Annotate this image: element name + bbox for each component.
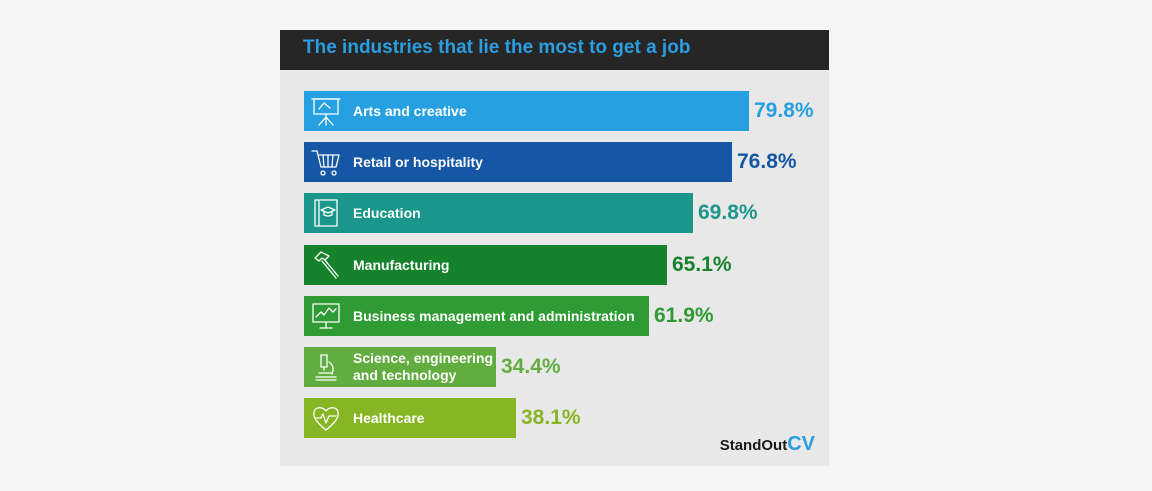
bar-value-label: 34.4% [501,355,561,378]
bar-value-label: 69.8% [698,201,758,224]
bar-label: Arts and creative [353,102,467,119]
bar-label-line: Science, engineering [353,350,494,366]
microscope-icon [310,351,342,383]
bar-4: Business management and administration [304,296,649,336]
heart-pulse-icon [310,402,342,434]
brand-logo: StandOutCV [720,433,815,456]
bar-1: Retail or hospitality [304,142,732,182]
bar-6: Healthcare [304,398,516,438]
book-graduation-cap-icon [310,197,342,229]
bar-label: Manufacturing [353,256,450,273]
chart-title: The industries that lie the most to get … [303,37,691,58]
bar-value-label: 38.1% [521,406,581,429]
bar-label: Healthcare [353,409,425,426]
bar-0: Arts and creative [304,91,749,131]
hammer-icon [310,249,342,281]
monitor-chart-icon [310,300,342,332]
bar-label: Science, engineering and technology [353,347,493,387]
brand-name: StandOut [719,437,788,454]
bar-5: Science, engineering and technology [304,347,496,387]
bar-value-label: 65.1% [672,253,732,276]
brand-cv: CV [787,433,815,455]
bar-label-line: and technology [353,367,457,383]
chart-header: The industries that lie the most to get … [280,30,829,70]
bar-value-label: 61.9% [654,304,714,327]
bar-label: Business management and administration [353,307,635,324]
bar-label: Retail or hospitality [353,153,483,170]
infographic-card: The industries that lie the most to get … [280,30,829,466]
presentation-easel-icon [310,95,342,127]
bar-3: Manufacturing [304,245,667,285]
bar-value-label: 79.8% [754,99,814,122]
bar-label: Education [353,204,421,221]
bar-2: Education [304,193,693,233]
bar-value-label: 76.8% [737,150,797,173]
shopping-cart-icon [310,146,342,178]
